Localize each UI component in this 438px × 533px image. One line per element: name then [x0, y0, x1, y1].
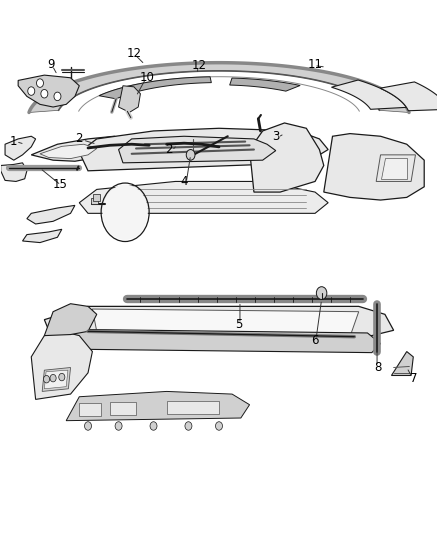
Polygon shape: [381, 158, 407, 179]
Text: 5: 5: [235, 319, 242, 332]
Text: 4: 4: [180, 175, 188, 188]
Circle shape: [115, 422, 122, 430]
Circle shape: [43, 375, 49, 383]
Text: 2: 2: [75, 132, 83, 146]
Circle shape: [59, 373, 65, 381]
Polygon shape: [376, 155, 416, 181]
Polygon shape: [42, 368, 71, 391]
Polygon shape: [119, 136, 276, 163]
Polygon shape: [40, 144, 97, 159]
Polygon shape: [29, 63, 409, 112]
Polygon shape: [92, 309, 359, 337]
Polygon shape: [66, 391, 250, 421]
Circle shape: [28, 87, 35, 95]
Polygon shape: [1, 163, 27, 181]
Bar: [91, 198, 98, 204]
Text: 2: 2: [165, 143, 173, 156]
Polygon shape: [99, 77, 212, 99]
Text: 1: 1: [10, 135, 18, 148]
Polygon shape: [324, 134, 424, 200]
Polygon shape: [44, 306, 394, 336]
Polygon shape: [250, 123, 324, 192]
Polygon shape: [392, 352, 413, 375]
Circle shape: [186, 150, 195, 160]
Polygon shape: [18, 75, 79, 107]
Circle shape: [50, 374, 56, 382]
Polygon shape: [119, 86, 141, 112]
Bar: [110, 402, 136, 415]
Polygon shape: [22, 229, 62, 243]
Bar: [166, 401, 219, 414]
Polygon shape: [332, 80, 406, 109]
Polygon shape: [79, 181, 328, 213]
Polygon shape: [31, 332, 92, 399]
Polygon shape: [44, 370, 68, 389]
Text: 9: 9: [47, 58, 55, 71]
Text: 6: 6: [311, 334, 319, 348]
Bar: [79, 403, 101, 416]
Circle shape: [150, 422, 157, 430]
Circle shape: [41, 90, 48, 98]
Text: 8: 8: [374, 361, 382, 374]
Circle shape: [36, 79, 43, 87]
Text: 15: 15: [52, 177, 67, 191]
Text: 7: 7: [410, 372, 417, 385]
Circle shape: [85, 422, 92, 430]
Circle shape: [215, 422, 223, 430]
Polygon shape: [27, 205, 75, 224]
Text: 3: 3: [272, 130, 279, 143]
Circle shape: [102, 184, 148, 240]
Text: 11: 11: [307, 58, 322, 71]
Polygon shape: [44, 329, 381, 353]
Text: 12: 12: [192, 59, 207, 72]
Circle shape: [316, 287, 327, 300]
Polygon shape: [31, 136, 132, 161]
Text: 12: 12: [126, 47, 141, 60]
Polygon shape: [44, 304, 97, 336]
Bar: [93, 194, 100, 200]
Text: 10: 10: [140, 71, 155, 84]
Circle shape: [185, 422, 192, 430]
Polygon shape: [380, 82, 438, 111]
Polygon shape: [5, 136, 35, 160]
Circle shape: [54, 92, 61, 101]
Polygon shape: [230, 78, 300, 91]
Polygon shape: [79, 128, 328, 171]
